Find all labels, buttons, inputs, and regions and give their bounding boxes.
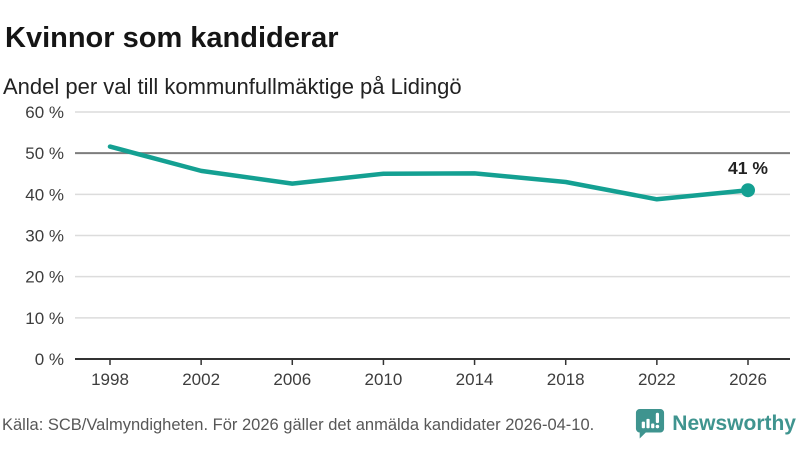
x-tick-label: 2022 bbox=[638, 370, 676, 389]
page-title: Kvinnor som kandiderar bbox=[5, 22, 339, 55]
x-tick-label: 2010 bbox=[365, 370, 403, 389]
x-tick-label: 2002 bbox=[182, 370, 220, 389]
data-line bbox=[107, 144, 751, 202]
y-tick-label: 0 % bbox=[35, 350, 64, 369]
x-tick-label: 1998 bbox=[91, 370, 129, 389]
y-tick-label: 20 % bbox=[25, 268, 64, 287]
x-tick-label: 2026 bbox=[729, 370, 767, 389]
bar-chart-speech-bubble-icon bbox=[636, 409, 665, 439]
page-subtitle: Andel per val till kommunfullmäktige på … bbox=[3, 74, 462, 100]
newsworthy-logo[interactable]: Newsworthy bbox=[635, 408, 796, 440]
x-tick-label: 2018 bbox=[547, 370, 585, 389]
source-note: Källa: SCB/Valmyndigheten. För 2026 gäll… bbox=[2, 416, 595, 434]
line-chart: 0 % 10 % 20 % 30 % 40 % 50 % 60 % 1998 2002 2006 2… bbox=[0, 95, 800, 400]
y-tick-label: 50 % bbox=[25, 144, 64, 163]
y-tick-label: 10 % bbox=[25, 309, 64, 328]
x-tick-label: 2014 bbox=[456, 370, 494, 389]
chart-footer: Källa: SCB/Valmyndigheten. För 2026 gäll… bbox=[0, 406, 800, 450]
y-tick-label: 30 % bbox=[25, 227, 64, 246]
x-tick-label: 2006 bbox=[273, 370, 311, 389]
y-tick-label: 60 % bbox=[25, 103, 64, 122]
y-tick-label: 40 % bbox=[25, 185, 64, 204]
end-point-dot bbox=[741, 183, 755, 198]
brand-name: Newsworthy bbox=[672, 412, 796, 435]
end-point-value-label: 41 % bbox=[728, 158, 768, 178]
line-chart-svg: 0 % 10 % 20 % 30 % 40 % 50 % 60 % 1998 2002 2006 2… bbox=[25, 103, 790, 389]
